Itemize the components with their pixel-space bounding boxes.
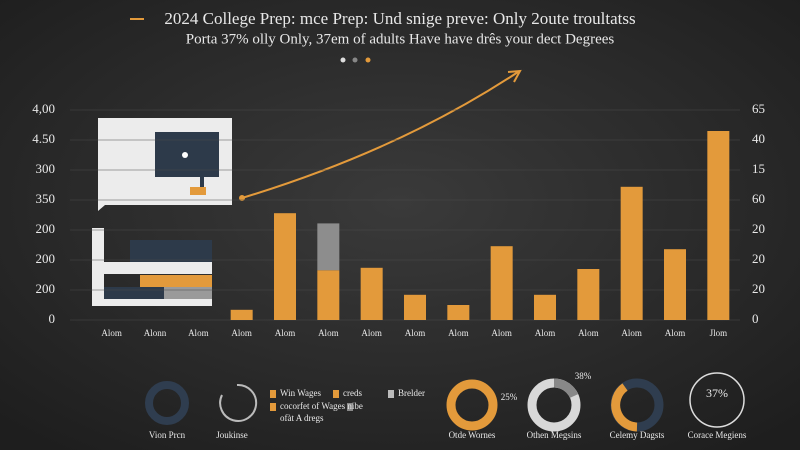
x-tick-label: Alom bbox=[535, 328, 556, 338]
x-tick-label: Alom bbox=[621, 328, 642, 338]
bar bbox=[577, 269, 600, 320]
x-tick-label: Alom bbox=[188, 328, 209, 338]
bar bbox=[317, 270, 340, 320]
legend-swatch bbox=[333, 390, 339, 398]
pager-dot bbox=[340, 57, 346, 63]
pager-dot bbox=[352, 57, 358, 63]
bar bbox=[534, 294, 556, 320]
bar bbox=[447, 305, 470, 320]
donut-graphics bbox=[145, 372, 745, 432]
y-tick-label: 300 bbox=[36, 161, 56, 176]
y2-tick-label: 20 bbox=[752, 221, 765, 236]
donut-value: 37% bbox=[706, 386, 728, 400]
y-tick-label: 200 bbox=[36, 281, 56, 296]
y2-tick-label: 15 bbox=[752, 161, 765, 176]
illustration bbox=[92, 69, 522, 306]
y2-tick-label: 40 bbox=[752, 131, 765, 146]
y-tick-label: 200 bbox=[36, 221, 56, 236]
y-tick-label: 4.50 bbox=[32, 131, 55, 146]
x-tick-label: Alom bbox=[405, 328, 426, 338]
bar bbox=[317, 223, 340, 271]
legend-swatch bbox=[388, 390, 394, 398]
x-tick-label: Alom bbox=[318, 328, 339, 338]
x-tick-label: Alonn bbox=[144, 328, 167, 338]
donut-value: 38% bbox=[575, 371, 592, 381]
y2-tick-label: 65 bbox=[752, 101, 765, 116]
legend-label: ofàt A dregs bbox=[280, 413, 324, 423]
legend-swatch bbox=[270, 390, 276, 398]
y2-tick-label: 0 bbox=[752, 311, 759, 326]
bar bbox=[230, 309, 253, 320]
bar bbox=[490, 246, 513, 320]
y2-tick-label: 20 bbox=[752, 251, 765, 266]
donut-label: Corace Megiens bbox=[688, 430, 747, 440]
y-tick-label: 4,00 bbox=[32, 101, 55, 116]
legend-swatch bbox=[347, 403, 353, 411]
y-tick-label: 200 bbox=[36, 251, 56, 266]
donut-label: Othen Megsins bbox=[527, 430, 582, 440]
legend-swatch bbox=[270, 403, 276, 411]
donut-label: Vion Prcn bbox=[149, 430, 186, 440]
legend-label: cocorfet of Wages nibe bbox=[280, 401, 363, 411]
pager-dot bbox=[365, 57, 371, 63]
legend-label: Win Wages bbox=[280, 388, 321, 398]
title-accent bbox=[130, 18, 144, 20]
donut-label: Joukinse bbox=[216, 430, 248, 440]
donut-value: 25% bbox=[501, 392, 518, 402]
x-tick-label: Alom bbox=[578, 328, 599, 338]
x-tick-label: Jlom bbox=[710, 328, 728, 338]
x-tick-label: Alom bbox=[101, 328, 122, 338]
x-tick-label: Alom bbox=[665, 328, 686, 338]
y-tick-label: 350 bbox=[36, 191, 56, 206]
x-tick-label: Alom bbox=[231, 328, 252, 338]
x-tick-label: Alom bbox=[448, 328, 469, 338]
x-tick-label: Alom bbox=[491, 328, 512, 338]
x-tick-label: Alom bbox=[275, 328, 296, 338]
x-tick-label: Alom bbox=[361, 328, 382, 338]
donut-label: Celemy Dagsts bbox=[610, 430, 665, 440]
bar bbox=[274, 213, 296, 320]
bar bbox=[360, 267, 383, 320]
chart-title: 2024 College Prep: mce Prep: Und snige p… bbox=[164, 9, 635, 28]
chart-subtitle: Porta 37% olly Only, 37em of adults Have… bbox=[186, 31, 615, 47]
bar bbox=[404, 294, 426, 320]
legend-label: creds bbox=[343, 388, 362, 398]
donut-label: Otde Wornes bbox=[449, 430, 496, 440]
bar bbox=[620, 186, 643, 320]
bar bbox=[707, 131, 730, 320]
y2-tick-label: 60 bbox=[752, 191, 765, 206]
y2-tick-label: 20 bbox=[752, 281, 765, 296]
legend-label: Brelder bbox=[398, 388, 425, 398]
bar bbox=[664, 249, 686, 320]
y-tick-label: 0 bbox=[49, 311, 56, 326]
